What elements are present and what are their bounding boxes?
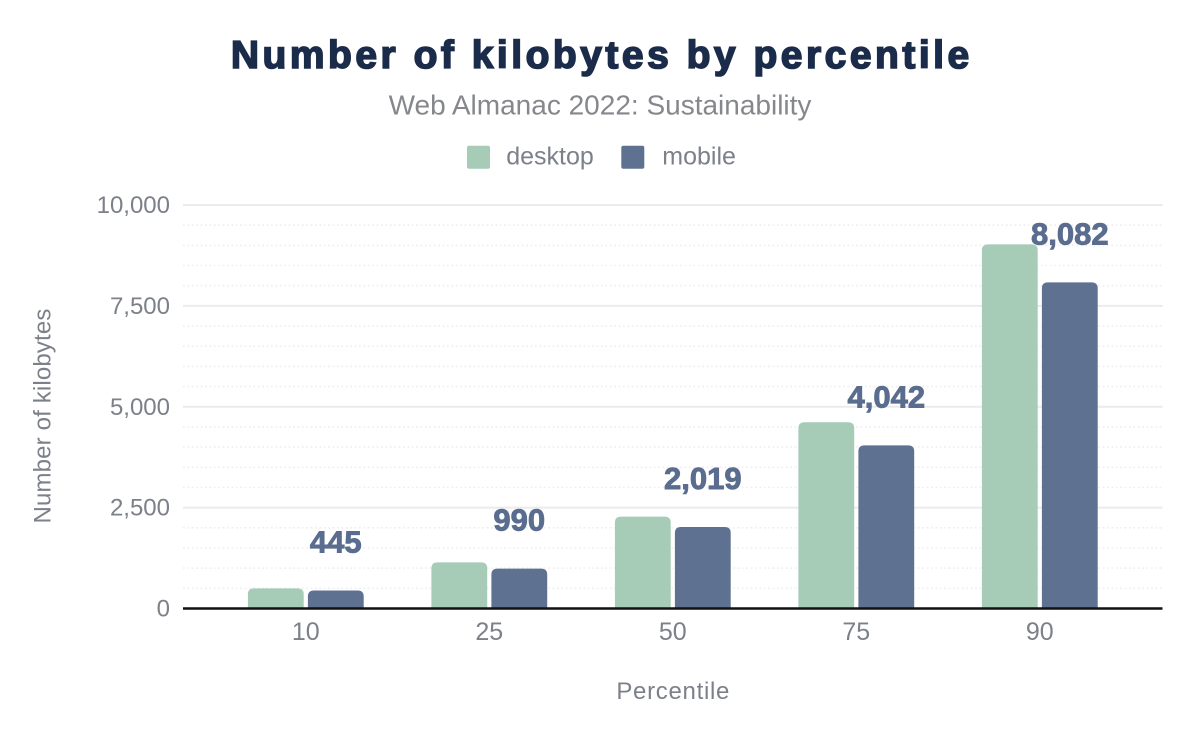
svg-text:90: 90 xyxy=(1026,618,1054,646)
svg-text:0: 0 xyxy=(157,596,170,623)
svg-text:990: 990 xyxy=(493,503,545,538)
svg-text:desktop: desktop xyxy=(506,143,594,171)
svg-text:8,082: 8,082 xyxy=(1031,216,1109,251)
svg-text:7,500: 7,500 xyxy=(110,293,170,320)
svg-text:50: 50 xyxy=(659,618,687,646)
svg-text:Percentile: Percentile xyxy=(616,678,730,705)
svg-text:10,000: 10,000 xyxy=(97,192,170,219)
svg-text:10: 10 xyxy=(292,618,320,646)
svg-text:2,500: 2,500 xyxy=(110,495,170,522)
svg-text:5,000: 5,000 xyxy=(110,394,170,421)
svg-text:mobile: mobile xyxy=(662,143,736,171)
svg-text:Web Almanac 2022: Sustainabili: Web Almanac 2022: Sustainability xyxy=(389,90,812,121)
svg-text:75: 75 xyxy=(842,618,870,646)
svg-text:445: 445 xyxy=(310,525,362,560)
svg-text:Number of kilobytes: Number of kilobytes xyxy=(30,309,57,524)
svg-text:2,019: 2,019 xyxy=(664,461,742,496)
svg-text:Number of kilobytes by percent: Number of kilobytes by percentile xyxy=(231,34,973,77)
svg-text:4,042: 4,042 xyxy=(848,379,926,414)
svg-text:25: 25 xyxy=(475,618,503,646)
